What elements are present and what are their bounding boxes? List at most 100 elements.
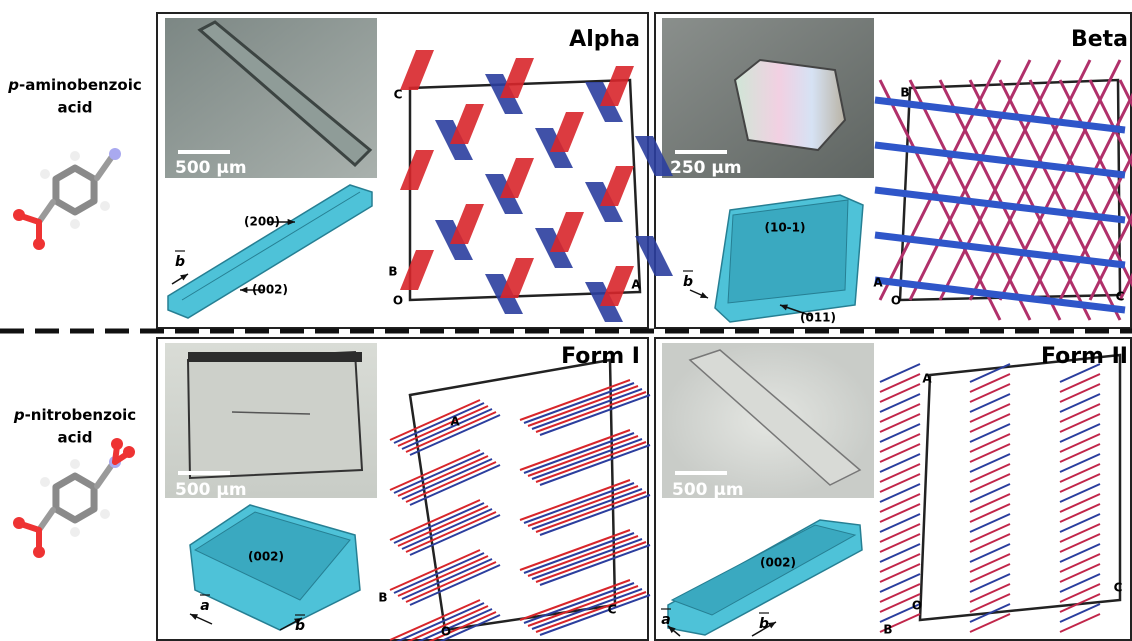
molecular-stack [1059,563,1101,583]
scale-label: 250 µm [670,158,742,178]
unit-cell [918,353,1122,622]
molecular-stack [393,452,485,494]
molecular-stack [879,473,921,493]
molecular-stack [519,529,631,571]
molecular-stack [539,444,651,486]
molecular-stack [969,533,1011,553]
molecular-stack [969,413,1011,433]
molecular-stack [1059,453,1101,473]
molecular-stack [879,583,921,603]
molecular-plate [500,158,534,198]
molecular-stack [519,379,631,421]
facet-face [193,511,351,601]
molecular-stack [393,502,485,544]
facet-label: (10-1) [765,221,806,235]
arrow-head [780,304,788,311]
arrow-head [668,626,676,634]
molecular-stack [535,491,647,533]
molecular-stack [393,552,485,594]
molecular-stack [527,435,639,477]
molecular-stack [1059,523,1101,543]
molecular-stack [409,414,501,456]
molecular-stack [531,488,643,530]
molecular-stack [969,513,1011,533]
molecular-stack [1058,79,1132,228]
vector-label: b [683,274,693,290]
molecular-stack [879,393,921,413]
molecular-stack [879,443,921,463]
molecular-stack [1059,423,1101,443]
arrow-head [180,274,188,281]
scale-label: 500 µm [175,158,247,178]
molecular-stack [879,543,921,563]
molecular-stack [969,453,1011,473]
molecular-stack [535,391,647,433]
vector-label: b [759,616,769,632]
molecular-stack [969,593,1011,613]
molecular-stack [879,463,921,483]
molecule-name: p-aminobenzoic [7,76,142,94]
molecular-stack [969,373,1011,393]
molecular-stack [879,613,921,633]
axis-label: A [450,415,460,429]
atom [111,438,123,450]
molecular-stack [879,373,921,393]
molecular-stack [874,96,1126,134]
molecular-stack [969,403,1011,423]
axis-label: C [1116,290,1125,304]
vector-label: b [295,618,305,634]
arrow-head [190,614,198,620]
molecular-plate [600,166,634,206]
atom [70,527,80,537]
molecular-stack [401,408,493,450]
molecule-name-part: acid [58,99,93,117]
molecular-stack [405,561,497,603]
panel-title: Form II [1041,344,1128,369]
atom [100,509,110,519]
arrow-head [287,218,295,226]
molecular-stack [535,541,647,583]
axis-label: C [1114,581,1123,595]
vector-label: b [175,254,185,270]
molecular-stack [969,503,1011,523]
edge [181,191,361,301]
molecular-stack [527,385,639,427]
molecule-name-part: -aminobenzoic [19,76,142,94]
molecular-stack [1059,613,1101,633]
molecular-stack [969,423,1011,443]
molecular-stack [519,579,631,621]
ring [52,472,98,524]
arrow-head [700,292,708,298]
molecular-stack [969,483,1011,503]
atom [106,133,116,143]
molecular-stack [1059,363,1101,383]
axis-label: B [378,591,387,605]
molecular-stack [527,585,639,627]
crystal-image [186,350,364,480]
molecular-plate [400,250,434,290]
atom [33,238,45,250]
molecule-model [13,133,136,253]
molecular-stack [531,588,643,630]
bond [94,155,114,181]
molecular-stack [969,393,1011,413]
axis-label: O [393,294,403,308]
molecular-stack [878,59,1002,301]
scale-label: 500 µm [175,480,247,500]
molecular-stack [397,405,489,447]
molecular-stack [409,564,501,606]
axis-label: A [873,276,883,290]
axis-label: B [388,265,397,279]
molecular-stack [879,523,921,543]
molecule-prefix: p [13,406,25,424]
molecular-stack [938,59,1062,301]
crystal-habit [167,184,373,319]
facet-label: (011) [800,311,836,325]
molecular-plate [550,212,584,252]
axis-label: O [912,599,922,613]
axis-label: C [608,603,617,617]
molecular-stack [879,563,921,583]
molecular-stack [1059,533,1101,553]
molecular-stack [535,441,647,483]
arrow-head [768,622,776,629]
